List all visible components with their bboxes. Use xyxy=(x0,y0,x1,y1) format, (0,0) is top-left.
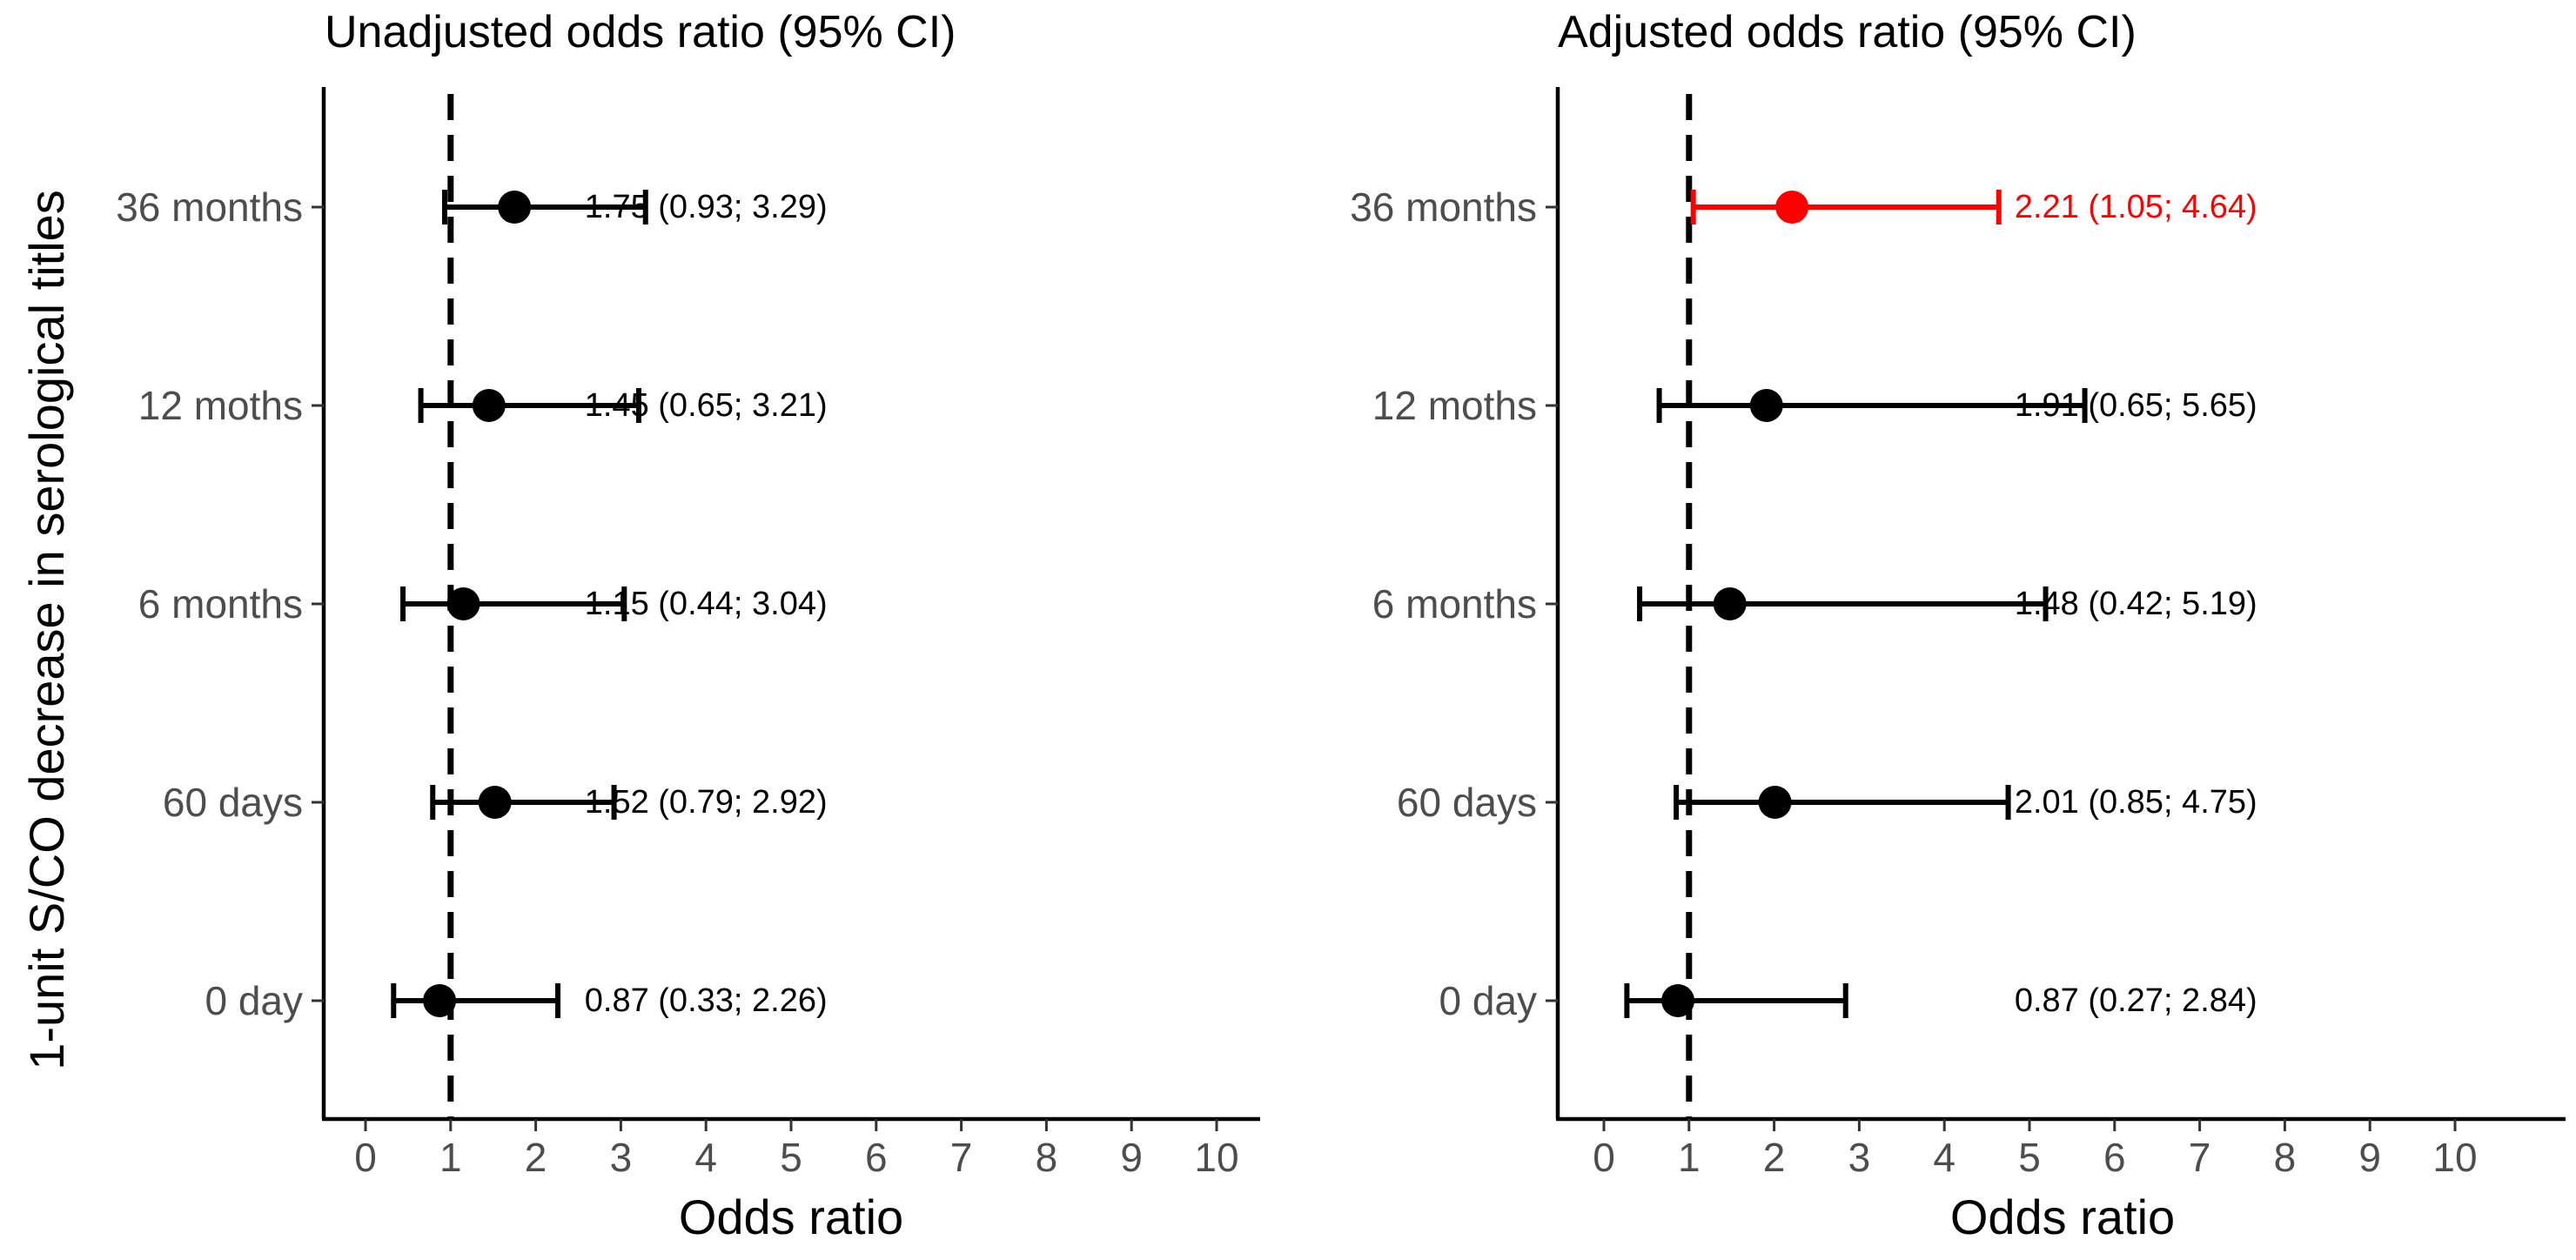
unadjusted-point-estimate xyxy=(423,984,457,1017)
adjusted-y-tick-label: 12 moths xyxy=(1372,383,1537,428)
adjusted-panel: Adjusted odds ratio (95% CI) 0 1 2 3 4 5 6 7 8 9 1… xyxy=(1350,7,2566,1244)
adjusted-x-tick-label: 8 xyxy=(2274,1135,2297,1180)
y-axis-title: 1-unit S/CO decrease in serological titl… xyxy=(19,190,74,1070)
unadjusted-y-tick-label: 60 days xyxy=(163,780,303,825)
unadjusted-y-tick-label: 36 months xyxy=(116,184,303,230)
unadjusted-x-tick-label: 1 xyxy=(439,1135,462,1180)
unadjusted-x-tick-label: 7 xyxy=(950,1135,973,1180)
unadjusted-point-estimate xyxy=(446,587,480,620)
adjusted-x-tick-label: 10 xyxy=(2432,1135,2477,1180)
adjusted-y-tick-label: 0 day xyxy=(1439,978,1537,1023)
unadjusted-value-label: 0.87 (0.33; 2.26) xyxy=(585,982,828,1019)
adjusted-value-label: 1.91 (0.65; 5.65) xyxy=(2015,387,2257,424)
unadjusted-x-axis-title: Odds ratio xyxy=(679,1190,903,1244)
unadjusted-point-estimate xyxy=(472,389,506,422)
unadjusted-y-tick-label: 0 day xyxy=(205,978,303,1023)
adjusted-marks: 0 1 2 3 4 5 6 7 8 9 10 36 months 12 moths 6 months 60 … xyxy=(1350,87,2566,1180)
adjusted-value-label: 2.21 (1.05; 4.64) xyxy=(2015,189,2257,225)
adjusted-x-tick-label: 0 xyxy=(1593,1135,1615,1180)
adjusted-y-tick-label: 36 months xyxy=(1350,184,1537,230)
adjusted-x-tick-label: 9 xyxy=(2358,1135,2381,1180)
unadjusted-x-tick-label: 9 xyxy=(1120,1135,1143,1180)
adjusted-value-label: 2.01 (0.85; 4.75) xyxy=(2015,784,2257,821)
unadjusted-value-label: 1.45 (0.65; 3.21) xyxy=(585,387,828,424)
adjusted-y-tick-label: 6 months xyxy=(1372,581,1537,627)
unadjusted-x-tick-label: 3 xyxy=(610,1135,633,1180)
unadjusted-point-estimate xyxy=(478,786,512,819)
unadjusted-value-label: 1.52 (0.79; 2.92) xyxy=(585,784,828,821)
unadjusted-x-tick-label: 8 xyxy=(1036,1135,1058,1180)
adjusted-x-tick-label: 2 xyxy=(1763,1135,1786,1180)
adjusted-x-tick-label: 4 xyxy=(1933,1135,1955,1180)
unadjusted-point-estimate xyxy=(498,191,532,224)
adjusted-x-tick-label: 1 xyxy=(1678,1135,1701,1180)
adjusted-x-tick-label: 5 xyxy=(2018,1135,2041,1180)
unadjusted-panel-title: Unadjusted odds ratio (95% CI) xyxy=(325,7,956,57)
adjusted-point-estimate xyxy=(1661,984,1695,1017)
unadjusted-x-tick-label: 0 xyxy=(354,1135,377,1180)
adjusted-point-estimate xyxy=(1775,191,1809,224)
unadjusted-x-tick-label: 4 xyxy=(694,1135,717,1180)
unadjusted-x-tick-label: 2 xyxy=(525,1135,547,1180)
adjusted-y-tick-label: 60 days xyxy=(1397,780,1537,825)
adjusted-x-axis-title: Odds ratio xyxy=(1950,1190,2175,1244)
adjusted-x-tick-label: 7 xyxy=(2189,1135,2211,1180)
unadjusted-panel: Unadjusted odds ratio (95% CI) 0 1 2 3 4 5 6 7 8… xyxy=(116,7,1260,1244)
unadjusted-y-tick-label: 6 months xyxy=(138,581,303,627)
adjusted-point-estimate xyxy=(1758,786,1792,819)
adjusted-point-estimate xyxy=(1713,587,1747,620)
unadjusted-marks: 0 1 2 3 4 5 6 7 8 9 10 36 months 12 moths 6 months 60 … xyxy=(116,87,1260,1180)
adjusted-value-label: 1.48 (0.42; 5.19) xyxy=(2015,586,2257,622)
unadjusted-y-tick-label: 12 moths xyxy=(138,383,303,428)
adjusted-value-label: 0.87 (0.27; 2.84) xyxy=(2015,982,2257,1019)
adjusted-x-tick-label: 3 xyxy=(1848,1135,1871,1180)
unadjusted-value-label: 1.15 (0.44; 3.04) xyxy=(585,586,828,622)
unadjusted-x-tick-label: 6 xyxy=(865,1135,888,1180)
adjusted-point-estimate xyxy=(1749,389,1783,422)
unadjusted-x-tick-label: 10 xyxy=(1194,1135,1238,1180)
adjusted-x-tick-label: 6 xyxy=(2103,1135,2126,1180)
unadjusted-value-label: 1.75 (0.93; 3.29) xyxy=(585,189,828,225)
adjusted-panel-title: Adjusted odds ratio (95% CI) xyxy=(1558,7,2137,57)
unadjusted-x-tick-label: 5 xyxy=(780,1135,802,1180)
